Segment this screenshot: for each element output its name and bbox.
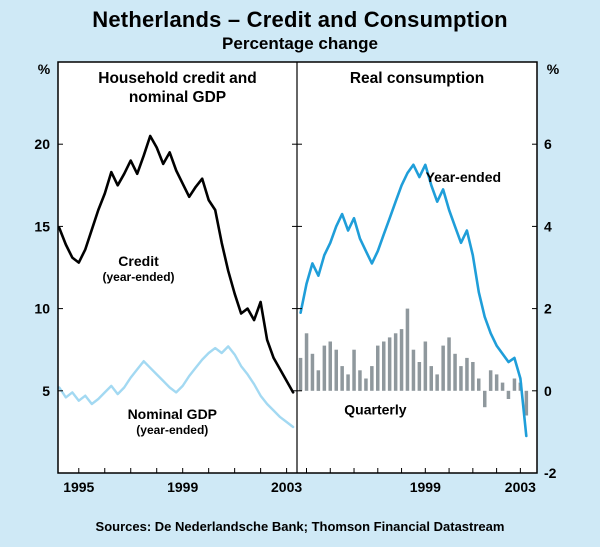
panel-title: Household credit and bbox=[98, 70, 256, 87]
bar-quarterly bbox=[346, 374, 350, 391]
x-axis-label: 1999 bbox=[167, 479, 198, 495]
bar-quarterly bbox=[340, 366, 344, 391]
line-nominal-gdp bbox=[58, 345, 295, 429]
bar-quarterly bbox=[500, 382, 505, 391]
bar-quarterly bbox=[483, 390, 487, 408]
bar-quarterly bbox=[328, 341, 332, 391]
series-annotation: Quarterly bbox=[344, 401, 406, 417]
bar-quarterly bbox=[459, 366, 463, 391]
bar-quarterly bbox=[376, 345, 380, 391]
x-axis-label: 1995 bbox=[63, 479, 94, 495]
line-credit bbox=[57, 134, 295, 394]
bar-quarterly bbox=[358, 370, 362, 391]
y-axis-label-left: 15 bbox=[34, 218, 50, 234]
bar-quarterly bbox=[322, 345, 327, 391]
bar-quarterly bbox=[477, 378, 481, 391]
y-axis-unit: % bbox=[38, 61, 51, 77]
bar-quarterly bbox=[316, 370, 321, 391]
series-annotation-sub: (year-ended) bbox=[136, 423, 208, 437]
bar-quarterly bbox=[506, 390, 511, 399]
series-annotation-sub: (year-ended) bbox=[103, 270, 175, 284]
bar-quarterly bbox=[447, 337, 451, 391]
y-axis-unit: % bbox=[547, 61, 560, 77]
y-axis-label-right: -2 bbox=[544, 465, 557, 481]
y-axis-label-right: 0 bbox=[544, 383, 552, 399]
x-axis-label: 1999 bbox=[410, 479, 441, 495]
y-axis-label-right: 4 bbox=[544, 218, 552, 234]
y-axis-label-left: 20 bbox=[34, 136, 50, 152]
bar-quarterly bbox=[471, 362, 475, 391]
bar-quarterly bbox=[488, 370, 493, 391]
chart-title: Netherlands – Credit and Consumption bbox=[92, 7, 508, 32]
bar-quarterly bbox=[405, 308, 410, 391]
source-note: Sources: De Nederlandsche Bank; Thomson … bbox=[95, 519, 505, 534]
bar-quarterly bbox=[429, 366, 433, 391]
line-year-ended bbox=[299, 163, 528, 438]
bar-quarterly bbox=[298, 357, 303, 391]
bar-quarterly bbox=[399, 329, 404, 391]
y-axis-label-right: 2 bbox=[544, 301, 552, 317]
panel-title: Real consumption bbox=[350, 70, 484, 87]
series-annotation: Credit bbox=[118, 253, 159, 269]
chart-subtitle: Percentage change bbox=[222, 34, 378, 53]
bar-quarterly bbox=[423, 341, 428, 391]
y-axis-label-right: 6 bbox=[544, 136, 552, 152]
x-axis-label: 2003 bbox=[505, 479, 536, 495]
bar-quarterly bbox=[387, 337, 392, 391]
bar-quarterly bbox=[465, 357, 469, 391]
bar-quarterly bbox=[304, 333, 309, 391]
bar-quarterly bbox=[334, 349, 338, 391]
bar-quarterly bbox=[512, 378, 517, 391]
panel-title: nominal GDP bbox=[129, 89, 226, 106]
y-axis-label-left: 5 bbox=[42, 383, 50, 399]
bar-quarterly bbox=[352, 349, 356, 391]
bar-quarterly bbox=[441, 345, 445, 391]
bar-quarterly bbox=[411, 349, 416, 391]
x-axis-label: 2003 bbox=[271, 479, 302, 495]
series-annotation: Nominal GDP bbox=[128, 406, 217, 422]
bar-quarterly bbox=[524, 390, 529, 416]
bar-quarterly bbox=[364, 378, 368, 391]
y-axis-label-left: 10 bbox=[34, 301, 50, 317]
bar-quarterly bbox=[310, 353, 315, 391]
bar-quarterly bbox=[393, 333, 398, 391]
series-annotation: Year-ended bbox=[426, 169, 501, 185]
bar-quarterly bbox=[453, 353, 457, 391]
bar-quarterly bbox=[370, 366, 374, 391]
bar-quarterly bbox=[494, 374, 499, 391]
bar-quarterly bbox=[435, 374, 439, 391]
bar-quarterly bbox=[382, 341, 386, 391]
bar-quarterly bbox=[417, 362, 422, 391]
